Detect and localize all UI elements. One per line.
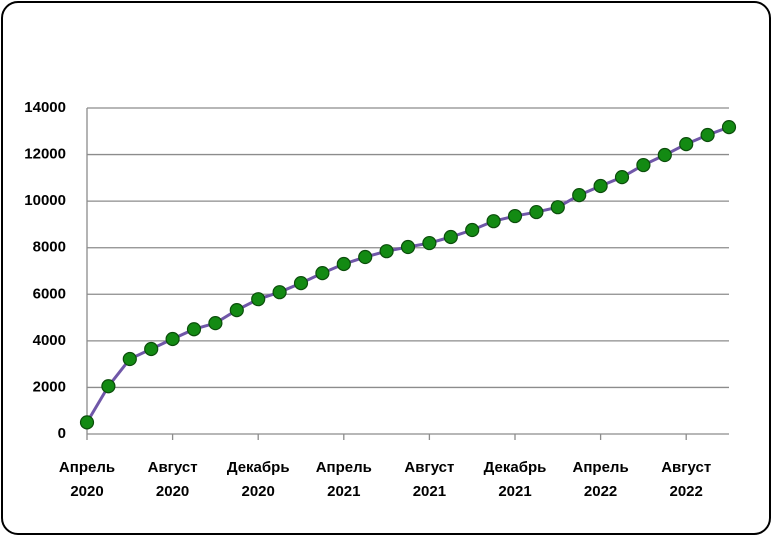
marker: [400, 239, 416, 255]
marker: [529, 204, 544, 220]
marker: [507, 208, 523, 224]
x-tick-label: Август 2020: [147, 459, 198, 500]
x-tick-label: Декабрь 2020: [226, 459, 290, 500]
x-tick-label: Август 2022: [661, 459, 712, 500]
marker: [208, 316, 223, 331]
y-tick-label: 2000: [33, 378, 66, 395]
marker: [721, 119, 737, 135]
x-tick-label: Апрель 2020: [58, 459, 116, 500]
marker: [443, 229, 458, 245]
marker: [79, 415, 95, 430]
x-tick-label: Апрель 2021: [315, 459, 372, 500]
marker: [379, 244, 394, 259]
marker: [422, 235, 437, 251]
marker: [572, 187, 587, 203]
marker: [336, 256, 351, 272]
marker: [251, 292, 266, 307]
marker: [122, 351, 137, 367]
marker: [636, 157, 651, 173]
marker: [657, 147, 672, 163]
marker: [679, 136, 694, 152]
marker: [229, 303, 244, 318]
x-tick-label: Апрель 2022: [572, 459, 629, 500]
y-tick-label: 8000: [33, 239, 66, 256]
marker: [593, 178, 608, 194]
y-tick-label: 4000: [33, 332, 66, 349]
marker: [550, 200, 565, 215]
y-tick-label: 6000: [33, 285, 66, 302]
marker: [293, 276, 309, 291]
marker: [315, 265, 330, 281]
y-tick-label: 14000: [24, 99, 66, 116]
marker: [465, 222, 480, 238]
marker: [700, 127, 715, 143]
y-tick-label: 10000: [24, 192, 66, 209]
y-tick-label: 12000: [24, 146, 66, 163]
marker: [165, 331, 180, 347]
marker: [272, 285, 287, 300]
marker: [144, 341, 159, 357]
marker: [358, 249, 373, 265]
marker: [486, 214, 501, 229]
x-tick-label: Август 2021: [404, 459, 455, 500]
y-tick-label: 0: [58, 425, 66, 442]
marker: [186, 322, 202, 337]
x-tick-label: Декабрь 2021: [483, 459, 547, 500]
marker: [614, 170, 630, 185]
marker: [101, 379, 116, 394]
